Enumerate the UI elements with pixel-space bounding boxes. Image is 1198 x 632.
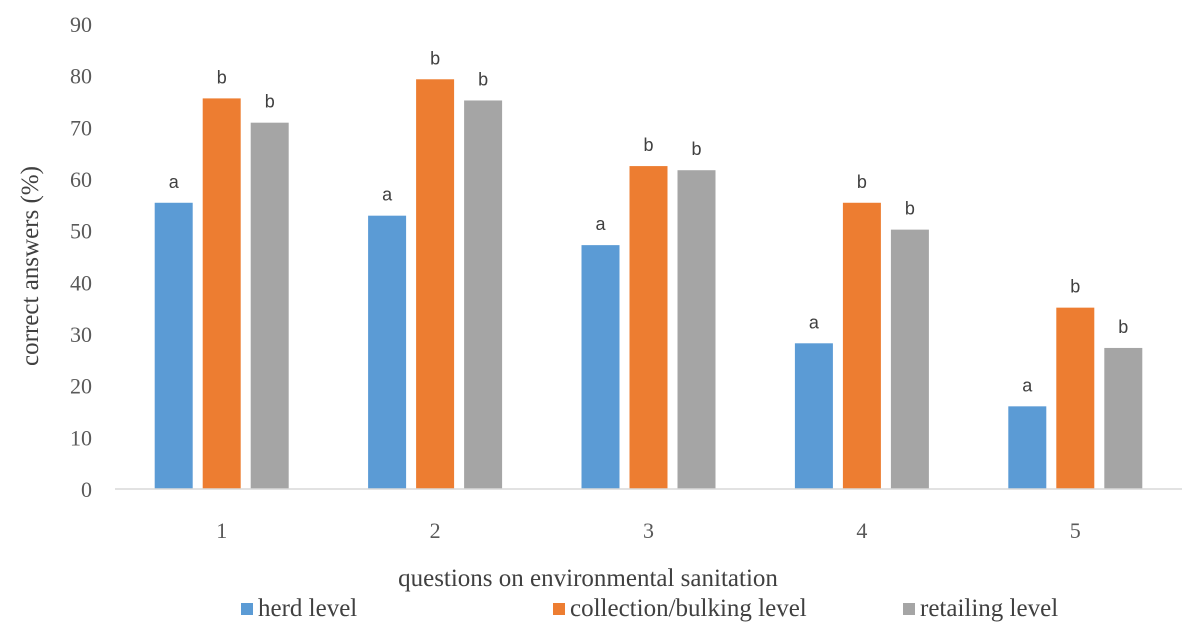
bar [1056,307,1095,489]
y-axis-ticks: 0 10 20 30 40 50 60 70 80 90 [70,12,92,502]
bar [250,122,289,489]
bar-data-label: b [691,139,701,159]
legend-swatch [903,603,915,615]
bar-data-label: b [265,92,275,112]
bar-data-label: b [857,172,867,192]
legend-label: retailing level [920,595,1058,622]
y-tick-label: 80 [70,64,92,89]
bar [842,202,881,489]
bar-data-label: b [217,67,227,87]
bar-data-labels: a b b a b b a b b a b b a b b [169,48,1129,395]
y-tick-label: 70 [70,115,92,140]
y-tick-label: 90 [70,12,92,37]
bar-data-label: a [1022,375,1033,395]
y-tick-label: 20 [70,374,92,399]
bar-data-label: b [905,199,915,219]
y-tick-label: 60 [70,167,92,192]
bar-data-label: a [595,214,606,234]
bar [890,229,929,489]
y-tick-label: 10 [70,425,92,450]
bars [154,79,1143,490]
bar-data-label: a [809,312,820,332]
legend-item: collection/bulking level [553,595,807,622]
legend-item: herd level [241,595,357,622]
bar-data-label: b [1118,317,1128,337]
y-tick-label: 40 [70,270,92,295]
x-tick-label: 3 [643,518,654,543]
legend-label: herd level [258,595,357,622]
legend-swatch [553,603,565,615]
y-tick-label: 0 [81,477,92,502]
bar [1104,347,1143,489]
bar-data-label: a [382,185,393,205]
bar [794,343,833,489]
x-tick-label: 4 [856,518,867,543]
bar [629,166,668,490]
bar-data-label: b [643,135,653,155]
legend: herd level collection/bulking level retail… [241,595,1058,622]
legend-swatch [241,603,253,615]
x-tick-label: 1 [216,518,227,543]
y-axis-title: correct answers (%) [17,166,44,366]
bar [202,98,241,490]
bar-data-label: b [430,48,440,68]
y-tick-label: 30 [70,322,92,347]
bar [677,170,716,489]
bar-data-label: b [1070,277,1080,297]
x-axis-ticks: 1 2 3 4 5 [216,518,1081,543]
bar-data-label: a [169,172,180,192]
y-tick-label: 50 [70,219,92,244]
bar [368,215,407,489]
legend-item: retailing level [903,595,1058,622]
legend-label: collection/bulking level [570,595,807,622]
x-axis-title: questions on environmental sanitation [398,565,778,592]
bar [464,100,503,489]
x-tick-label: 5 [1070,518,1081,543]
bar-data-label: b [478,69,488,89]
bar [1008,406,1047,489]
bar [581,245,620,489]
bar [416,79,455,490]
bar [154,202,193,489]
x-tick-label: 2 [430,518,441,543]
